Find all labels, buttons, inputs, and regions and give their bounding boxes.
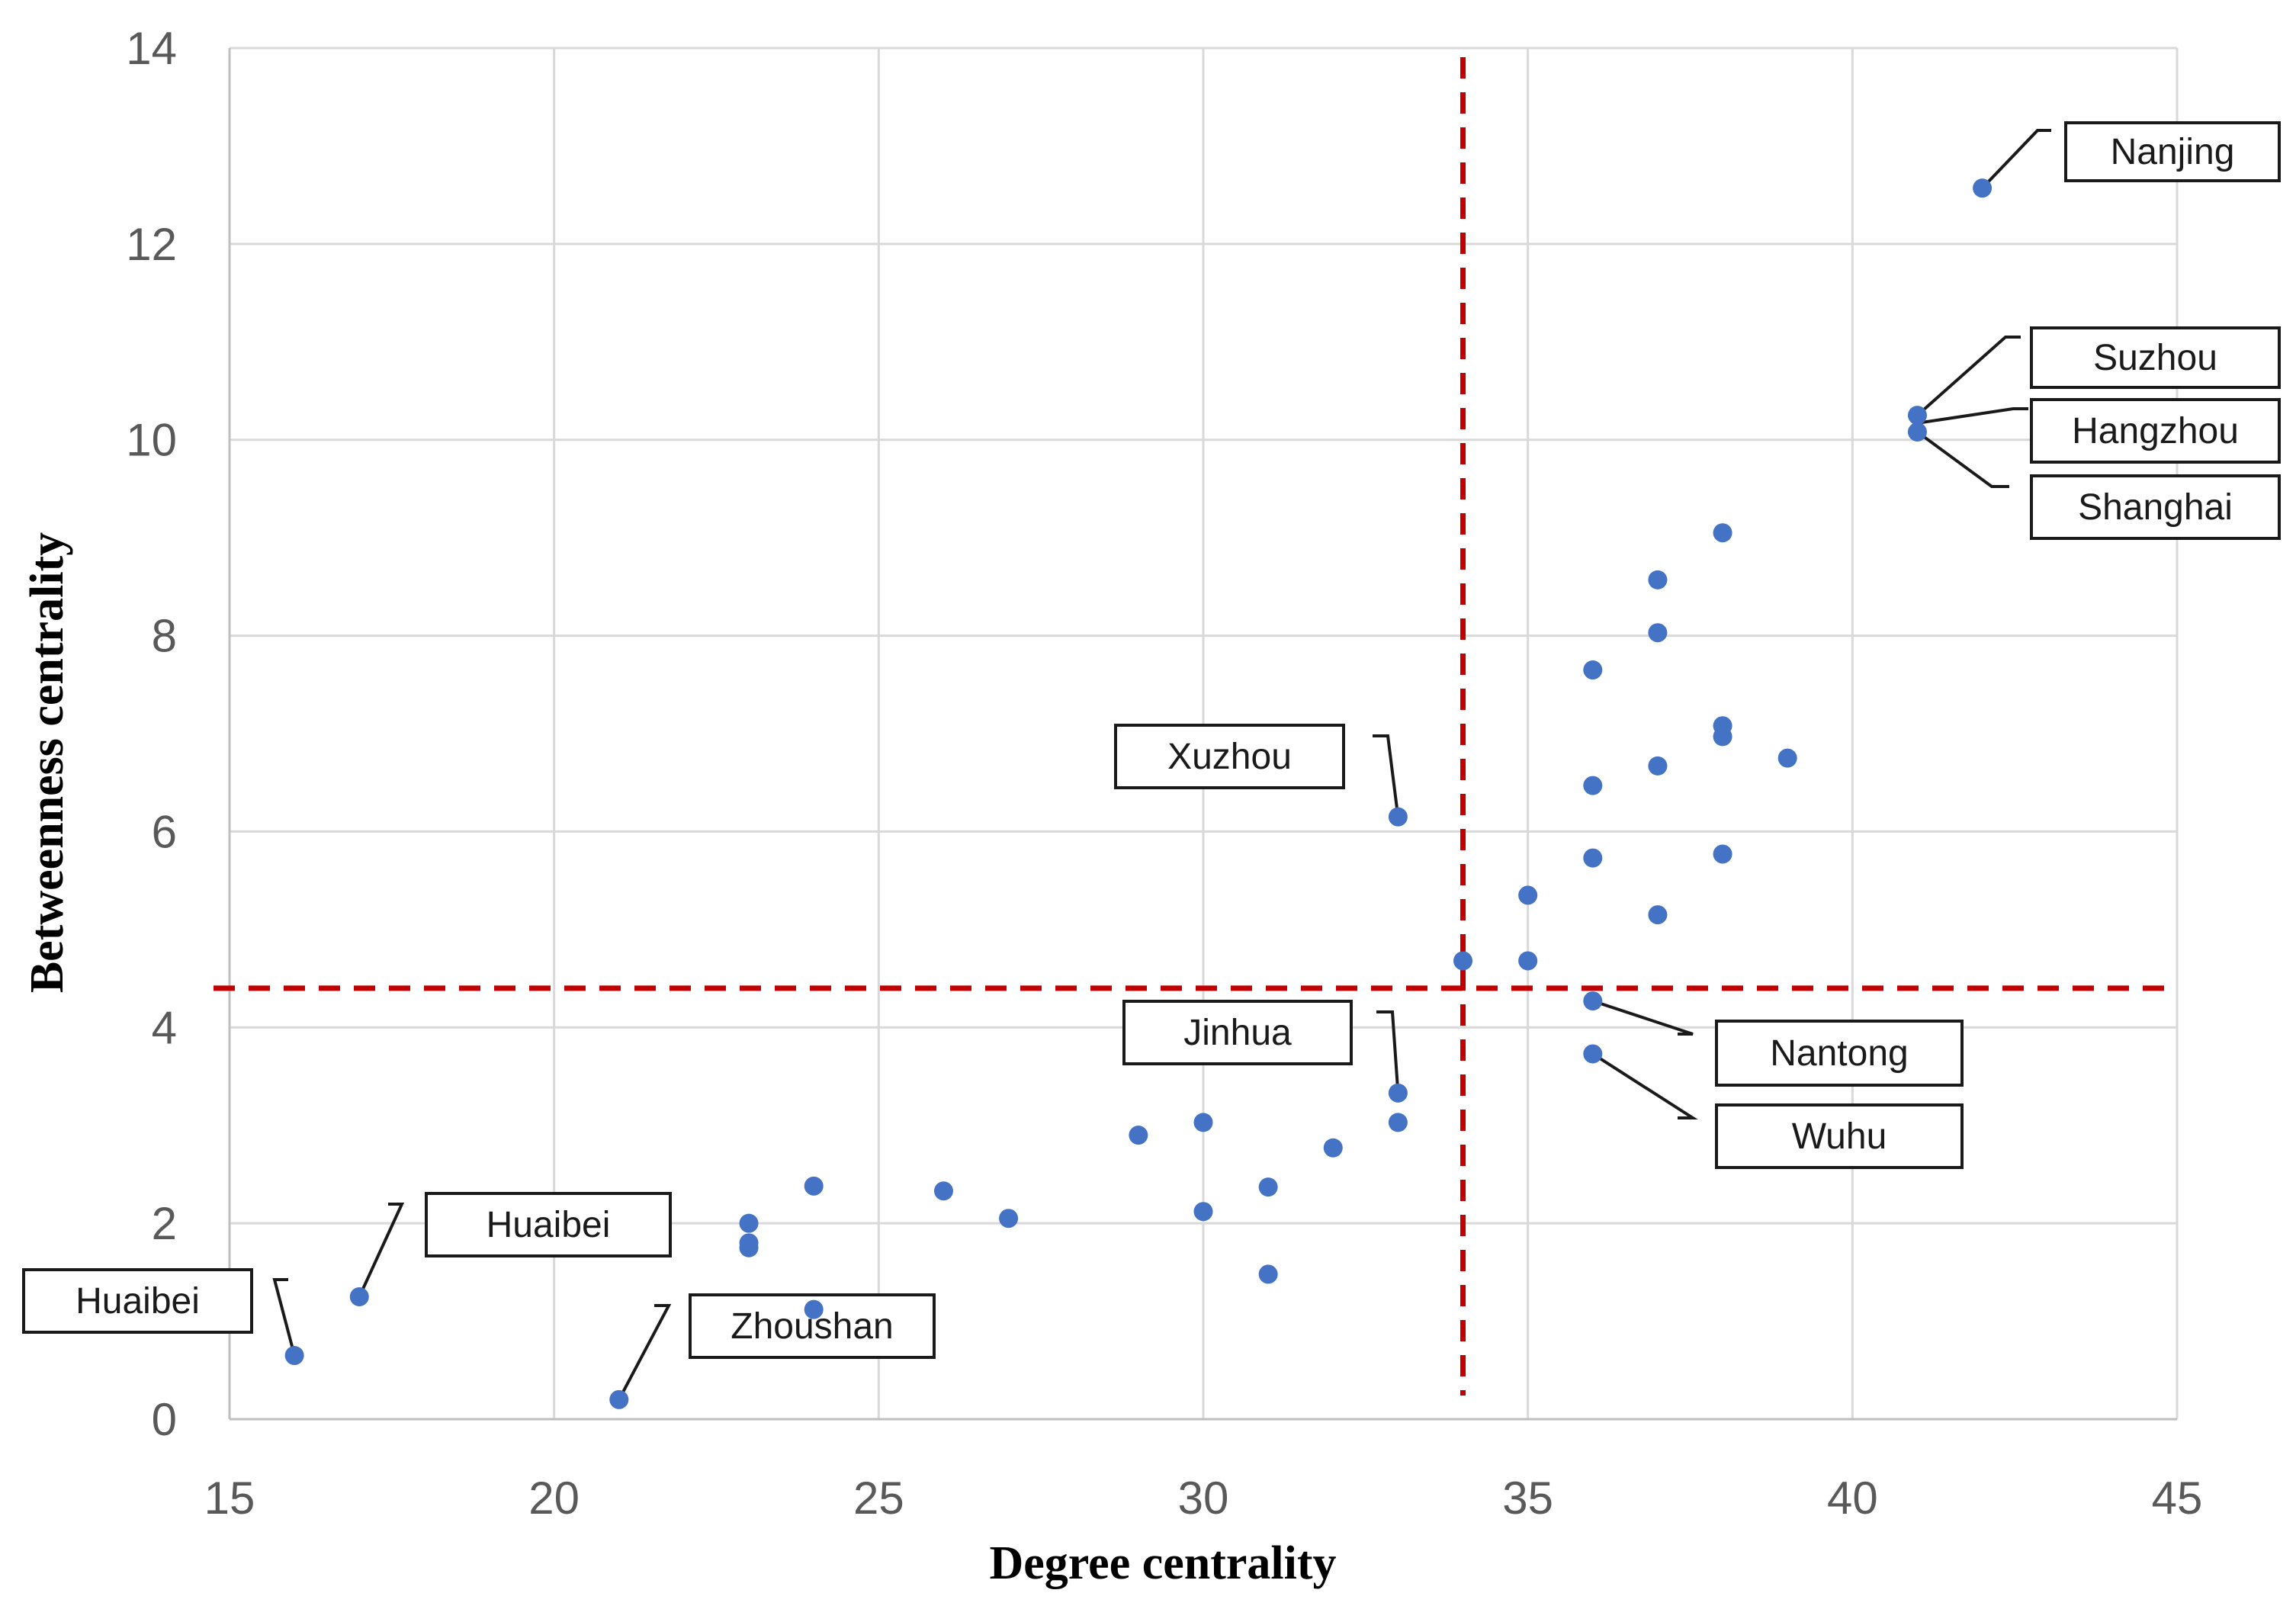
callout-label: Shanghai [2078, 487, 2233, 528]
data-point [739, 1238, 759, 1257]
y-tick-label: 8 [152, 611, 177, 662]
y-tick-label: 12 [126, 219, 177, 270]
data-point [1907, 422, 1927, 442]
gridlines [228, 47, 2179, 1421]
callout-box [2030, 474, 2281, 540]
callout-leader [358, 1203, 405, 1298]
callout-label: Jinhua [1183, 1013, 1292, 1053]
x-tick-label: 25 [853, 1473, 904, 1524]
callout-label: Huaibei [486, 1205, 611, 1245]
data-point [1129, 1126, 1148, 1145]
data-point [1388, 807, 1408, 827]
x-tick-label: 30 [1178, 1473, 1229, 1524]
callout-box [425, 1192, 672, 1257]
y-tick-label: 14 [126, 23, 177, 74]
callout-leader [1916, 336, 2021, 417]
data-point [1258, 1264, 1278, 1284]
x-tick-labels: 15 20 25 30 35 40 45 [204, 1473, 2203, 1524]
data-point [1323, 1138, 1343, 1158]
callout-leader [618, 1304, 672, 1401]
callout-leader [1917, 407, 2028, 425]
callout-leader [1592, 999, 1694, 1036]
axes [228, 48, 2177, 1421]
data-point [1777, 748, 1797, 768]
data-point [1193, 1113, 1213, 1132]
data-point [933, 1181, 953, 1201]
y-tick-label: 6 [152, 806, 177, 857]
callout-leader [1591, 1052, 1698, 1119]
data-point [1713, 844, 1732, 864]
callout-box [1114, 724, 1345, 789]
callout-label: Nantong [1770, 1033, 1908, 1074]
data-point [349, 1286, 369, 1306]
callout-box [22, 1268, 253, 1334]
callout-label: Hangzhou [2072, 411, 2239, 451]
callout-box [1715, 1020, 1964, 1087]
data-point [1453, 951, 1473, 971]
callout-label: Xuzhou [1167, 737, 1292, 777]
data-point [804, 1299, 824, 1319]
callout-box [2064, 121, 2281, 182]
x-axis-title: Degree centrality [989, 1537, 1336, 1589]
data-point [999, 1209, 1019, 1229]
x-tick-label: 45 [2152, 1473, 2203, 1524]
data-point [1258, 1177, 1278, 1197]
data-point [1583, 776, 1603, 795]
callout-leader [1373, 734, 1400, 817]
data-point [1713, 727, 1732, 747]
x-tick-label: 40 [1827, 1473, 1878, 1524]
data-point [1583, 991, 1603, 1011]
data-point [1907, 406, 1927, 426]
callout-label: Wuhu [1792, 1116, 1887, 1157]
data-point [1973, 178, 1993, 198]
y-tick-label: 2 [152, 1198, 177, 1249]
callout-leader [1916, 430, 2009, 488]
data-point [1648, 756, 1668, 776]
data-point [739, 1213, 759, 1233]
data-point [804, 1176, 824, 1196]
data-point [1518, 885, 1538, 905]
x-tick-label: 15 [204, 1473, 255, 1524]
data-point [1648, 623, 1668, 643]
data-point [1193, 1202, 1213, 1222]
callout-leader [1376, 1010, 1400, 1094]
y-tick-label: 4 [152, 1002, 177, 1053]
data-point [1713, 523, 1732, 543]
y-axis-title: Betweenness centrality [21, 532, 73, 993]
callout-box [1122, 1000, 1353, 1065]
data-point [609, 1389, 629, 1409]
data-point [1388, 1113, 1408, 1132]
y-tick-label: 10 [126, 415, 177, 466]
callout-label: Suzhou [2093, 338, 2217, 378]
data-point [1583, 1044, 1603, 1064]
data-points [284, 178, 1993, 1409]
callout-leader [272, 1278, 297, 1357]
x-tick-label: 20 [528, 1473, 580, 1524]
x-tick-label: 35 [1502, 1473, 1553, 1524]
data-point [1583, 660, 1603, 680]
reference-lines [214, 57, 2177, 1396]
callout-label: Huaibei [75, 1281, 200, 1322]
data-point [1388, 1083, 1408, 1103]
callout-label: Nanjing [2111, 132, 2235, 172]
data-point [1518, 951, 1538, 971]
data-point [284, 1346, 304, 1366]
data-point [1648, 905, 1668, 925]
callout-box [2030, 398, 2281, 464]
callout-box [2030, 326, 2281, 389]
callout-box [1715, 1103, 1964, 1169]
data-point [1648, 570, 1668, 589]
data-point [1583, 848, 1603, 868]
y-tick-labels: 0 2 4 6 8 10 12 14 [126, 23, 177, 1445]
callout-leader [1981, 129, 2051, 190]
y-tick-label: 0 [152, 1394, 177, 1445]
